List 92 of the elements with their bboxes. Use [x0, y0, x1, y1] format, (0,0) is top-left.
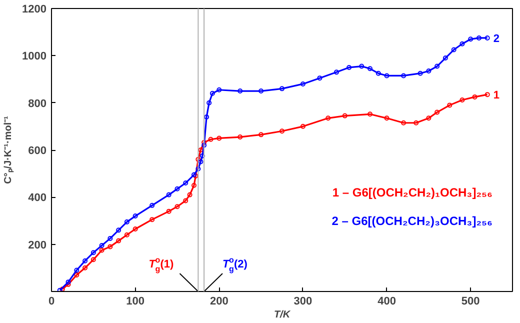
point	[384, 116, 390, 121]
point	[368, 112, 373, 117]
point	[401, 73, 406, 78]
point	[198, 148, 204, 152]
point	[174, 204, 180, 210]
point	[124, 232, 130, 238]
point	[116, 228, 122, 233]
y-tick-label: 400	[28, 192, 47, 204]
point	[74, 272, 80, 278]
y-tick-label: 600	[28, 145, 47, 157]
point	[174, 186, 180, 192]
point	[280, 86, 284, 92]
point	[150, 202, 155, 208]
point	[447, 102, 452, 108]
point	[317, 76, 322, 81]
y-tick-label: 800	[28, 98, 47, 110]
point	[384, 73, 390, 78]
point	[166, 208, 172, 214]
text: 1 – G6[(OCH₂CH₂)₁OCH₃]₂₅₆	[332, 185, 493, 200]
point	[401, 120, 406, 126]
x-tick-label: 400	[378, 296, 396, 308]
x-tick-label: 500	[461, 296, 480, 308]
point	[334, 70, 339, 75]
point	[191, 182, 196, 188]
x-tick-label: 100	[126, 296, 144, 308]
point	[116, 238, 122, 244]
point	[196, 156, 201, 162]
point	[210, 90, 215, 96]
point	[198, 159, 204, 164]
point	[258, 132, 264, 138]
point	[108, 236, 113, 241]
point	[90, 257, 96, 262]
annotation: 2	[493, 32, 500, 45]
point	[124, 219, 130, 224]
point	[238, 134, 243, 140]
point	[442, 56, 448, 61]
point	[196, 166, 201, 172]
x-tick-label: 200	[210, 296, 228, 308]
point	[108, 244, 113, 250]
point	[202, 140, 207, 145]
point	[258, 88, 264, 94]
point	[204, 114, 210, 120]
text: 2 – G6[(OCH₂CH₂)₃OCH₃]₂₅₆	[332, 214, 492, 228]
y-tick-label: 200	[28, 239, 47, 252]
point	[359, 64, 364, 69]
point	[472, 94, 478, 100]
point	[451, 47, 456, 52]
point	[82, 265, 88, 270]
point	[216, 136, 222, 141]
point	[132, 214, 138, 219]
point	[460, 41, 465, 46]
point	[99, 243, 104, 248]
point	[90, 250, 96, 256]
point	[216, 87, 222, 92]
point	[183, 198, 188, 204]
x-axis-title: T/K	[274, 310, 291, 320]
point	[280, 128, 284, 134]
point	[202, 142, 207, 148]
point	[468, 36, 474, 42]
point	[376, 70, 381, 76]
point	[326, 116, 331, 121]
point	[426, 68, 432, 74]
point	[418, 70, 423, 76]
annotation: 1	[493, 90, 500, 102]
point	[342, 113, 348, 118]
point	[368, 66, 373, 72]
point	[476, 35, 482, 40]
point	[82, 258, 88, 264]
point	[183, 180, 188, 186]
x-tick-label: 300	[294, 296, 312, 308]
point	[150, 217, 155, 222]
point	[434, 64, 440, 69]
point	[238, 88, 243, 94]
point	[434, 110, 440, 115]
y-tick-label: 1200	[22, 4, 47, 16]
point	[166, 192, 172, 198]
point	[208, 136, 214, 142]
point	[300, 124, 306, 129]
point	[206, 100, 212, 106]
point	[300, 81, 306, 86]
x-tick-label: 0	[48, 296, 55, 308]
point	[187, 192, 192, 198]
point	[346, 64, 352, 70]
point	[200, 153, 205, 158]
point	[132, 226, 138, 232]
point	[414, 120, 419, 126]
point	[99, 248, 104, 253]
y-tick-label: 1000	[22, 50, 47, 63]
point	[426, 116, 432, 121]
point	[460, 98, 465, 102]
point	[74, 268, 80, 273]
y-axis-title: C°ₚ/J·K⁻¹·mol⁻¹	[3, 115, 14, 184]
